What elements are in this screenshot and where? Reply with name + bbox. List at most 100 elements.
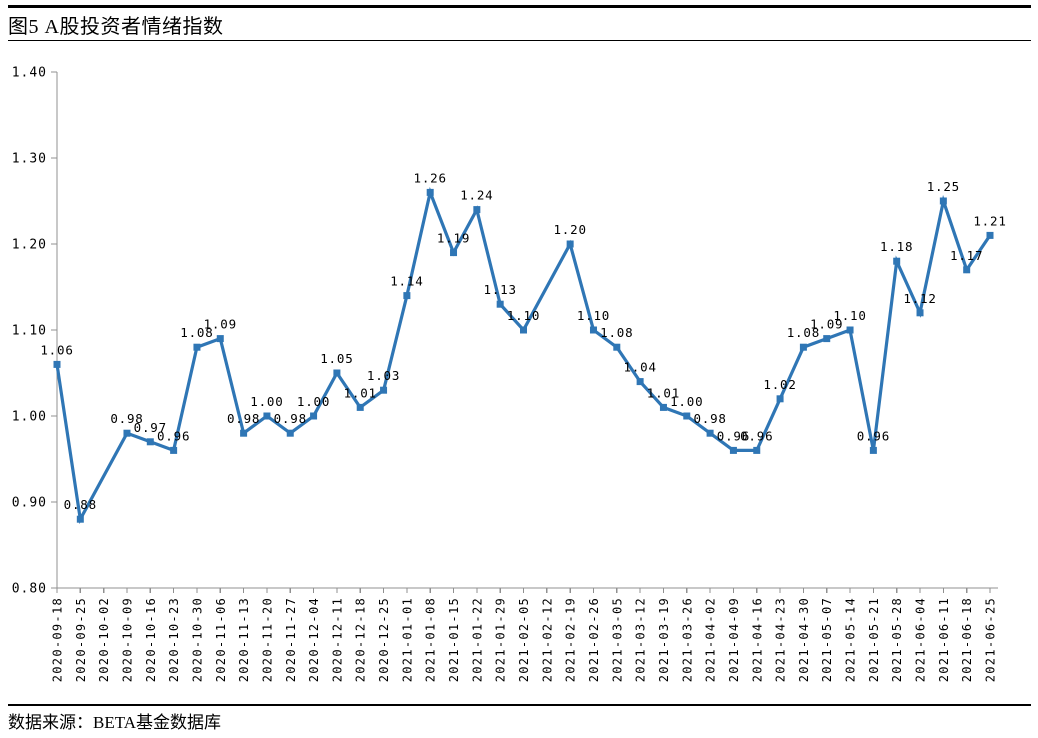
data-label: 1.02 bbox=[763, 377, 796, 392]
x-tick-label: 2021-05-07 bbox=[820, 597, 834, 682]
x-tick-label: 2021-06-25 bbox=[984, 597, 998, 682]
data-point-marker bbox=[170, 446, 178, 454]
title-divider bbox=[8, 40, 1031, 41]
data-point-marker bbox=[566, 240, 574, 248]
data-point-marker bbox=[53, 360, 61, 368]
data-point-marker bbox=[240, 429, 248, 437]
x-tick-label: 2021-02-26 bbox=[587, 597, 601, 682]
data-label: 1.19 bbox=[437, 231, 470, 246]
x-tick-label: 2021-04-16 bbox=[750, 597, 764, 682]
y-tick-label: 1.00 bbox=[12, 410, 47, 425]
x-tick-label: 2021-01-15 bbox=[447, 597, 461, 682]
data-label: 1.04 bbox=[623, 360, 656, 375]
data-label: 1.14 bbox=[390, 274, 423, 289]
data-label: 1.01 bbox=[647, 385, 680, 400]
x-tick-label: 2021-05-28 bbox=[890, 597, 904, 682]
data-label: 1.08 bbox=[787, 325, 820, 340]
data-label: 0.96 bbox=[157, 428, 190, 443]
data-point-marker bbox=[520, 326, 527, 334]
x-tick-label: 2020-12-04 bbox=[307, 597, 321, 682]
data-label: 0.97 bbox=[134, 420, 167, 435]
chart-title: 图5 A股投资者情绪指数 bbox=[8, 16, 224, 38]
y-tick-label: 0.80 bbox=[12, 582, 47, 597]
x-tick-label: 2020-11-06 bbox=[214, 597, 228, 682]
y-tick-label: 1.40 bbox=[12, 66, 47, 81]
x-tick-label: 2021-01-29 bbox=[494, 597, 508, 682]
data-label: 1.08 bbox=[600, 325, 633, 340]
data-label: 1.10 bbox=[577, 308, 610, 323]
data-label: 1.13 bbox=[484, 282, 517, 297]
y-tick-label: 1.10 bbox=[12, 324, 47, 339]
x-tick-label: 2021-04-30 bbox=[797, 597, 811, 682]
data-point-marker bbox=[589, 326, 597, 334]
data-label: 1.03 bbox=[367, 368, 400, 383]
data-label: 1.12 bbox=[903, 291, 936, 306]
data-point-marker bbox=[380, 386, 388, 394]
x-tick-label: 2020-10-02 bbox=[97, 597, 111, 682]
data-point-marker bbox=[286, 429, 294, 437]
x-tick-label: 2020-11-27 bbox=[284, 597, 298, 682]
data-label: 1.26 bbox=[414, 170, 447, 185]
data-label: 1.00 bbox=[250, 394, 283, 409]
x-tick-label: 2021-03-12 bbox=[634, 597, 648, 682]
data-label: 1.09 bbox=[204, 317, 237, 332]
data-point-marker bbox=[356, 403, 364, 411]
x-tick-label: 2021-05-14 bbox=[844, 597, 858, 682]
data-label: 0.98 bbox=[274, 411, 307, 426]
top-divider bbox=[8, 5, 1031, 8]
x-tick-label: 2021-05-21 bbox=[867, 597, 881, 682]
x-tick-label: 2021-03-05 bbox=[610, 597, 624, 682]
data-label: 1.00 bbox=[297, 394, 330, 409]
data-point-marker bbox=[753, 446, 761, 454]
x-tick-label: 2020-10-30 bbox=[190, 597, 204, 682]
x-tick-label: 2020-10-16 bbox=[144, 597, 158, 682]
data-label: 1.06 bbox=[40, 342, 73, 357]
data-label: 0.98 bbox=[227, 411, 260, 426]
data-point-marker bbox=[123, 429, 131, 437]
data-label: 0.96 bbox=[740, 428, 773, 443]
data-label: 1.17 bbox=[950, 248, 983, 263]
data-point-marker bbox=[846, 326, 854, 334]
x-tick-label: 2021-03-26 bbox=[680, 597, 694, 682]
x-tick-label: 2021-02-05 bbox=[517, 597, 531, 682]
x-tick-label: 2021-06-04 bbox=[914, 597, 928, 682]
x-tick-label: 2021-04-09 bbox=[727, 597, 741, 682]
data-point-marker bbox=[403, 292, 411, 300]
data-point-marker bbox=[146, 438, 154, 446]
data-point-marker bbox=[263, 412, 271, 420]
footer-divider bbox=[8, 704, 1031, 706]
y-tick-label: 0.90 bbox=[12, 496, 47, 511]
data-point-marker bbox=[216, 335, 224, 343]
y-tick-label: 1.20 bbox=[12, 238, 47, 253]
data-label: 1.05 bbox=[320, 351, 353, 366]
x-tick-label: 2021-02-12 bbox=[540, 597, 554, 682]
data-label: 1.09 bbox=[810, 317, 843, 332]
x-tick-label: 2021-06-11 bbox=[937, 597, 951, 682]
data-point-marker bbox=[76, 515, 84, 523]
data-label: 1.10 bbox=[833, 308, 866, 323]
x-tick-label: 2020-10-23 bbox=[167, 597, 181, 682]
data-source-note: 数据来源：BETA基金数据库 bbox=[8, 713, 222, 732]
x-tick-label: 2020-09-18 bbox=[51, 597, 65, 682]
x-tick-label: 2020-12-18 bbox=[354, 597, 368, 682]
data-point-marker bbox=[706, 429, 714, 437]
x-tick-label: 2021-02-19 bbox=[564, 597, 578, 682]
data-label: 1.24 bbox=[460, 188, 493, 203]
data-label: 0.98 bbox=[110, 411, 143, 426]
x-tick-label: 2021-06-18 bbox=[960, 597, 974, 682]
x-tick-label: 2021-01-01 bbox=[400, 597, 414, 682]
data-point-marker bbox=[193, 343, 201, 351]
data-label: 0.96 bbox=[857, 428, 890, 443]
data-point-marker bbox=[916, 309, 924, 317]
data-point-marker bbox=[496, 300, 504, 308]
data-point-marker bbox=[729, 446, 737, 454]
data-label: 1.08 bbox=[180, 325, 213, 340]
data-point-marker bbox=[869, 446, 877, 454]
data-point-marker bbox=[893, 257, 901, 265]
data-point-marker bbox=[823, 335, 831, 343]
x-tick-label: 2020-12-25 bbox=[377, 597, 391, 682]
data-point-marker bbox=[963, 266, 971, 274]
x-tick-label: 2020-11-20 bbox=[260, 597, 274, 682]
